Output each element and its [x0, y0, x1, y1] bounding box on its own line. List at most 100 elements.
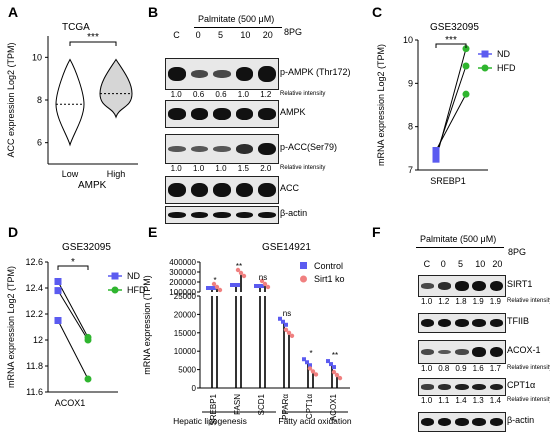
- x-category-label: ACOX1: [329, 393, 338, 421]
- control-point: [260, 284, 264, 288]
- blot-tfiib: [418, 313, 506, 333]
- relative-intensity-label: Relative intensity: [280, 165, 326, 171]
- pair-line: [435, 93, 467, 151]
- hfd-point: [84, 336, 92, 344]
- legend-hfd-marker: [481, 64, 489, 72]
- panel-c-letter: C: [372, 4, 383, 20]
- blot-band: [168, 182, 186, 197]
- control-point: [281, 319, 285, 324]
- control-point: [302, 357, 306, 362]
- blot-band: [472, 347, 486, 357]
- control-point: [308, 363, 312, 368]
- relative-intensity-label: Relative intensity: [280, 91, 326, 97]
- blot-band: [168, 212, 186, 218]
- blot-ampk: [165, 100, 279, 128]
- legend-hfd-marker: [111, 286, 119, 294]
- blot-band: [213, 145, 231, 153]
- x-category-label: CPT1α: [305, 394, 314, 419]
- sirt1ko-point: [334, 372, 340, 378]
- y-tick-label: 8: [37, 95, 42, 105]
- panel-d-paired-chart: 11.6 11.8 12 12.2 12.4 12.6 mRNA expression Lo…: [6, 257, 146, 408]
- blot-band: [258, 142, 276, 156]
- significance-label: ***: [445, 35, 457, 46]
- legend-hfd-label: HFD: [127, 285, 146, 295]
- significance-label: ns: [259, 273, 267, 282]
- sirt1ko-point: [283, 327, 289, 332]
- control-point: [278, 316, 282, 321]
- lane-label-20: 20: [262, 30, 273, 40]
- legend-sirt1ko-marker: [300, 275, 307, 283]
- blot-actin: [165, 206, 279, 224]
- blot-label: β-actin: [507, 415, 535, 425]
- intensity-value: 1.0: [421, 297, 433, 306]
- blot-band: [420, 349, 435, 355]
- x-category-label: SREBP1: [209, 393, 218, 425]
- blot-band: [489, 318, 504, 328]
- nd-point: [54, 278, 62, 285]
- panel-a-letter: A: [8, 4, 19, 20]
- nd-point: [54, 317, 62, 324]
- x-category-label: High: [107, 169, 126, 179]
- intensity-value: 1.2: [438, 297, 450, 306]
- relative-intensity-row: 1.0 1.1 1.4 1.3 1.4: [418, 396, 504, 405]
- panel-e-letter: E: [148, 224, 158, 240]
- pair-line: [57, 290, 89, 341]
- hfd-point: [462, 90, 470, 98]
- legend-control-label: Control: [314, 261, 343, 271]
- intensity-value: 1.8: [455, 297, 467, 306]
- blot-band: [258, 108, 276, 120]
- y-tick-label: 10000: [174, 347, 197, 356]
- sirt1ko-point: [310, 369, 316, 374]
- pair-line: [57, 320, 89, 380]
- panel-c-title: GSE32095: [430, 22, 479, 33]
- blot-band: [235, 108, 254, 120]
- y-tick-label: 300000: [169, 268, 196, 277]
- blot-band: [235, 182, 254, 197]
- blot-band: [438, 318, 452, 328]
- group-label-lipogenesis: Hepatic lipogenesis: [173, 416, 247, 426]
- panel-f-compound: 8PG: [508, 247, 527, 257]
- blot-band: [168, 145, 186, 153]
- x-category-label: Low: [62, 169, 79, 179]
- panel-b-compound: 8PG: [284, 27, 303, 37]
- blot-band: [455, 349, 469, 355]
- blot-band: [213, 108, 231, 120]
- control-point: [326, 359, 330, 364]
- y-tick-label: 12.2: [25, 309, 43, 319]
- y-tick-label: 100000: [169, 288, 196, 297]
- lane-label-C: C: [173, 30, 180, 40]
- control-point: [254, 284, 258, 288]
- y-axis-label: mRNA expression (TPM): [142, 275, 152, 375]
- legend-nd-marker: [111, 272, 119, 280]
- sirt1ko-point: [211, 281, 217, 287]
- panel-f-letter: F: [372, 224, 381, 240]
- y-tick-label: 12: [33, 335, 43, 345]
- blot-band: [438, 349, 452, 355]
- blot-paccser79: [165, 134, 279, 164]
- control-point: [305, 360, 309, 365]
- panel-e-scatter-chart: 4000003000002000001000002500020000150001…: [142, 258, 352, 426]
- y-tick-label: 10: [32, 52, 42, 62]
- y-tick-label: 5000: [178, 366, 196, 375]
- blot-band: [455, 281, 469, 291]
- y-tick-label: 15000: [174, 329, 197, 338]
- blot-band: [190, 108, 209, 120]
- intensity-value: 1.4: [455, 396, 467, 405]
- intensity-value: 1.6: [472, 364, 484, 373]
- x-category-label: FASN: [233, 394, 242, 415]
- group-label-oxidation: Fatty acid oxidation: [278, 416, 352, 426]
- legend-nd-label: ND: [127, 271, 140, 281]
- hfd-point: [462, 62, 470, 70]
- lane-label-5: 5: [458, 259, 464, 269]
- blot-label: ACOX-1: [507, 345, 541, 355]
- legend-control-marker: [300, 262, 307, 269]
- control-point: [329, 362, 333, 367]
- blot-label: AMPK: [280, 107, 306, 117]
- lane-label-0: 0: [195, 30, 201, 40]
- blot-band: [455, 318, 469, 328]
- blot-label: p-AMPK (Thr172): [280, 67, 351, 77]
- violin-low: [55, 58, 85, 147]
- blot-band: [455, 417, 469, 427]
- blot-band: [168, 67, 186, 81]
- significance-label: ***: [87, 32, 99, 43]
